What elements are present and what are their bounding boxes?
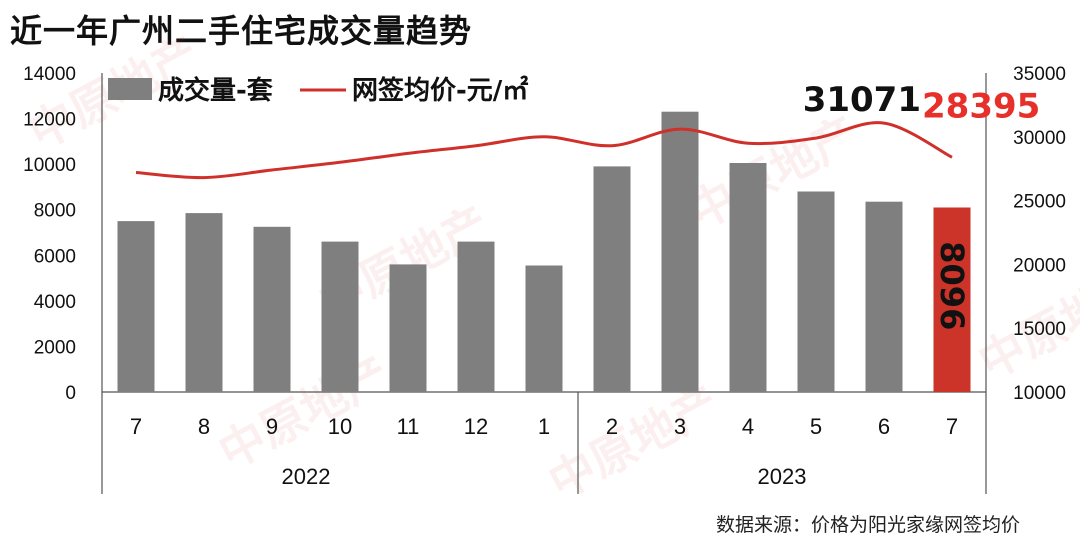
latest-volume-label: 8096	[933, 241, 971, 330]
left-y-tick-label: 6000	[34, 246, 76, 267]
right-y-tick-label: 10000	[1013, 383, 1066, 404]
watermark-text: 中原地产	[540, 376, 728, 510]
x-tick-label: 10	[328, 414, 352, 439]
bar	[457, 241, 495, 392]
left-y-tick-label: 14000	[23, 64, 76, 85]
x-tick-label: 8	[198, 414, 210, 439]
bar	[117, 221, 155, 392]
bar	[593, 166, 631, 392]
bar	[797, 191, 835, 392]
left-y-tick-label: 12000	[23, 110, 76, 131]
x-tick-label: 1	[538, 414, 550, 439]
watermark-text: 中原地产	[680, 106, 868, 240]
legend-bar-swatch	[108, 78, 152, 100]
left-y-tick-label: 0	[65, 383, 76, 404]
latest-price-label: 28395	[922, 86, 1040, 126]
x-tick-label: 4	[742, 414, 754, 439]
x-tick-label: 9	[266, 414, 278, 439]
data-labels: 31071 28395 8096	[803, 80, 1041, 330]
x-tick-label: 6	[878, 414, 890, 439]
x-tick-label: 12	[464, 414, 488, 439]
left-y-tick-label: 4000	[34, 292, 76, 313]
watermark-text: 中原地产	[210, 346, 398, 480]
x-tick-label: 7	[130, 414, 142, 439]
legend-bar-label: 成交量-套	[158, 75, 274, 106]
bar	[389, 264, 427, 392]
year-label: 2022	[282, 464, 331, 489]
bar	[525, 265, 563, 392]
source-note: 数据来源：价格为阳光家缘网签均价	[715, 514, 1020, 536]
x-tick-label: 3	[674, 414, 686, 439]
x-tick-label: 7	[946, 414, 958, 439]
legend: 成交量-套 网签均价-元/㎡	[108, 75, 528, 106]
bar-series	[117, 111, 971, 392]
right-y-tick-label: 15000	[1013, 319, 1066, 340]
right-y-tick-label: 25000	[1013, 192, 1066, 213]
highlight-bar	[933, 207, 971, 392]
left-y-tick-label: 2000	[34, 337, 76, 358]
bar	[865, 201, 903, 392]
right-y-tick-label: 30000	[1013, 128, 1066, 149]
right-y-tick-label: 20000	[1013, 255, 1066, 276]
y-axis-labels: 0 2000 4000 6000 8000 10000 12000 14000 10000 150…	[23, 64, 1066, 404]
x-tick-label: 2	[606, 414, 618, 439]
legend-line-label: 网签均价-元/㎡	[352, 75, 528, 106]
bar	[253, 226, 291, 392]
left-y-tick-label: 10000	[23, 155, 76, 176]
bar	[729, 163, 767, 392]
bar	[321, 241, 359, 392]
line-series	[135, 121, 953, 180]
chart-title: 近一年广州二手住宅成交量趋势	[10, 12, 473, 50]
x-tick-label: 5	[810, 414, 822, 439]
bar	[661, 111, 699, 392]
bar	[185, 213, 223, 392]
year-label: 2023	[758, 464, 807, 489]
left-y-tick-label: 8000	[34, 201, 76, 222]
x-tick-label: 11	[397, 414, 420, 439]
peak-price-label: 31071	[803, 80, 921, 120]
price-line	[135, 121, 953, 180]
right-y-tick-label: 35000	[1013, 64, 1066, 85]
